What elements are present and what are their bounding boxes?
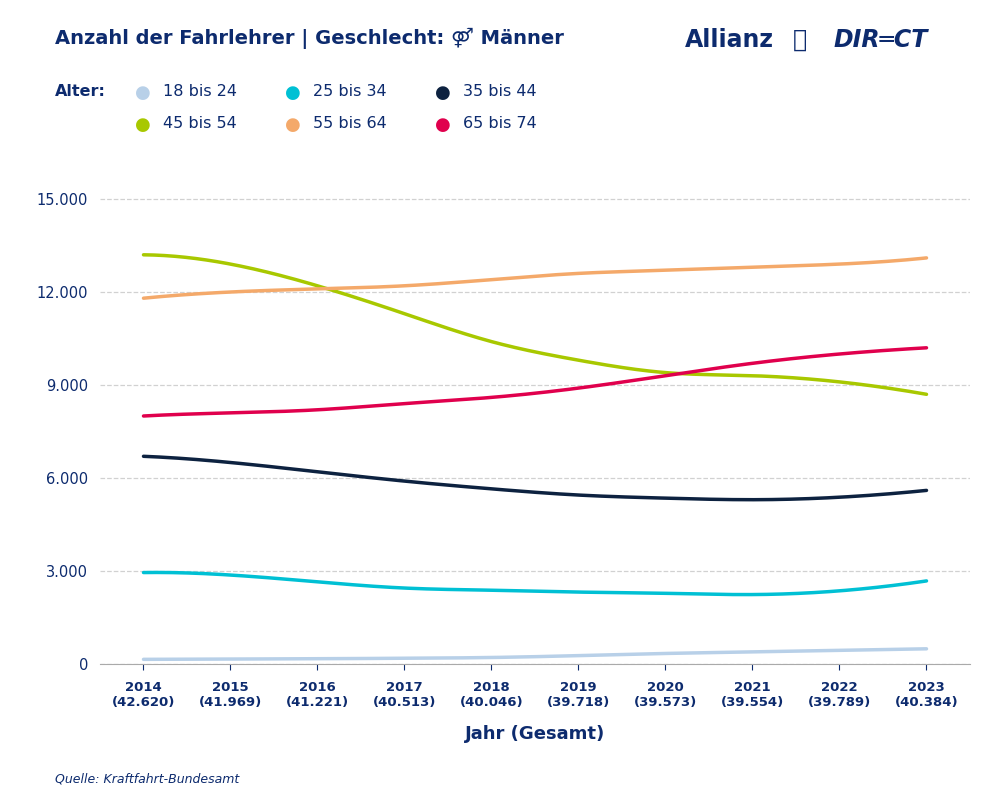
Text: 25 bis 34: 25 bis 34 [313,84,387,99]
Text: 55 bis 64: 55 bis 64 [313,116,387,131]
Text: Alter:: Alter: [55,84,106,99]
Text: Anzahl der Fahrlehrer | Geschlecht: ⚤ Männer: Anzahl der Fahrlehrer | Geschlecht: ⚤ Mä… [55,28,564,49]
Text: DIR═CT: DIR═CT [833,28,927,52]
Text: ●: ● [135,116,151,134]
Text: 35 bis 44: 35 bis 44 [463,84,537,99]
Text: Ⓝ: Ⓝ [793,28,807,52]
X-axis label: Jahr (Gesamt): Jahr (Gesamt) [465,726,605,743]
Text: ●: ● [135,84,151,102]
Text: 45 bis 54: 45 bis 54 [163,116,237,131]
Text: ●: ● [435,84,451,102]
Text: 18 bis 24: 18 bis 24 [163,84,237,99]
Text: ●: ● [435,116,451,134]
Text: ●: ● [285,116,301,134]
Text: Quelle: Kraftfahrt-Bundesamt: Quelle: Kraftfahrt-Bundesamt [55,773,239,786]
Text: Allianz: Allianz [685,28,774,52]
Text: ●: ● [285,84,301,102]
Text: 65 bis 74: 65 bis 74 [463,116,537,131]
